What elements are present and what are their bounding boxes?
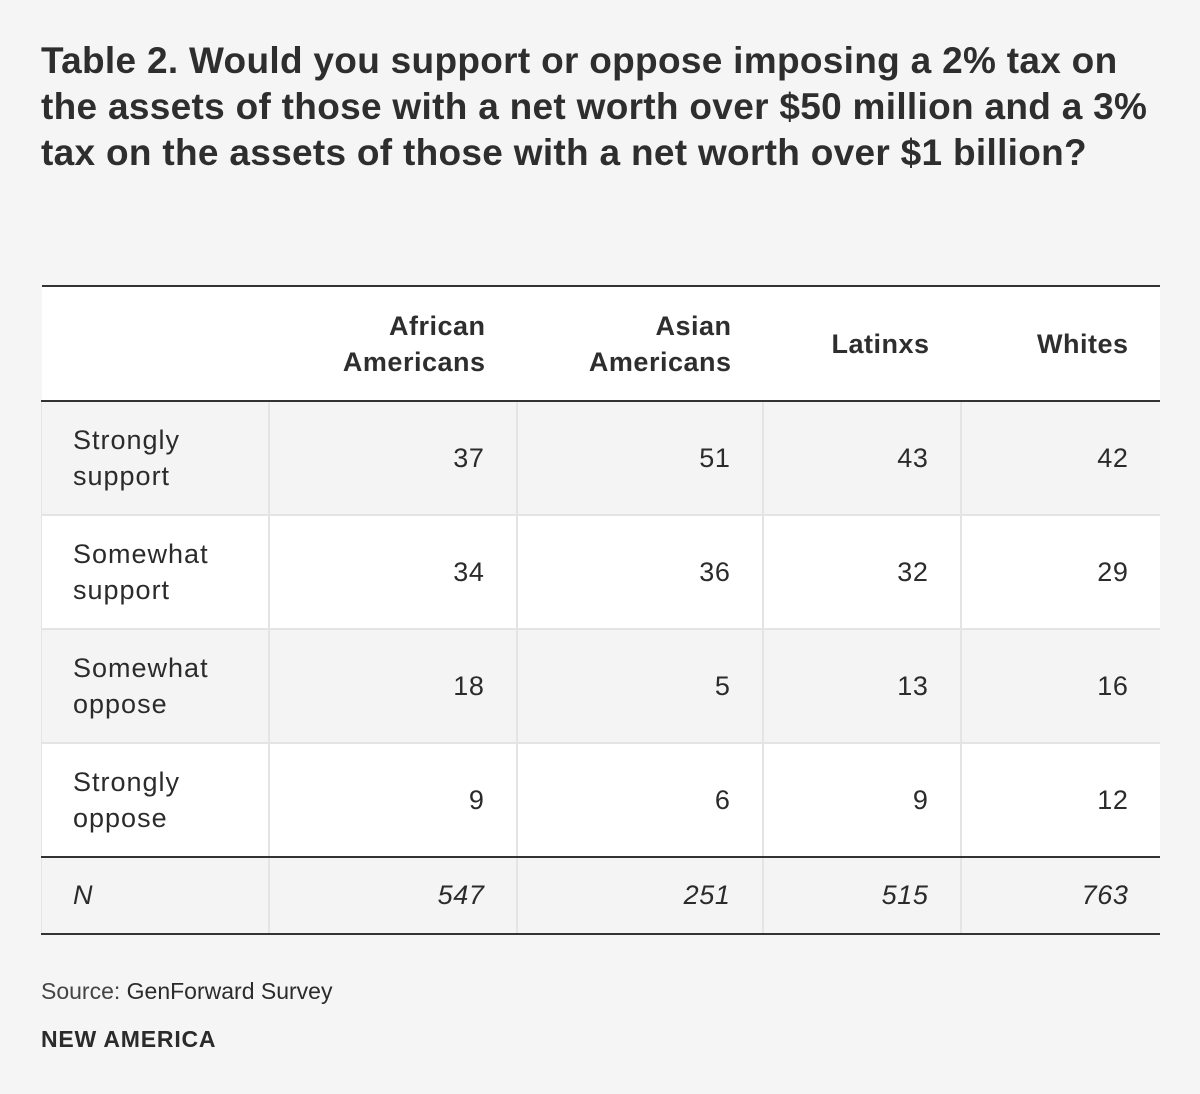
table-cell: 43	[761, 401, 961, 516]
table-cell: 34	[267, 515, 517, 630]
n-cell: 515	[761, 857, 961, 935]
n-cell: 763	[959, 857, 1160, 935]
table-cell: 9	[267, 743, 517, 858]
n-label: N	[41, 857, 269, 935]
table-cell: 36	[515, 515, 763, 630]
table-row: Strongly support 37 51 43 42	[41, 401, 1160, 516]
column-header: Asian Americans	[516, 285, 763, 402]
row-label: Somewhat support	[41, 515, 269, 630]
n-cell: 547	[267, 857, 517, 935]
brand-logo-text: NEW AMERICA	[41, 1026, 217, 1052]
column-header: Latinxs	[762, 285, 961, 402]
table-cell: 16	[959, 629, 1160, 744]
table-cell: 12	[959, 743, 1160, 858]
row-label: Somewhat oppose	[41, 629, 269, 744]
table-cell: 42	[959, 401, 1160, 516]
table-cell: 6	[515, 743, 763, 858]
table-row: Somewhat support 34 36 32 29	[41, 515, 1160, 630]
results-table: African Americans Asian Americans Latinx…	[41, 285, 1160, 935]
source-text: GenForward Survey	[126, 978, 333, 1004]
table-cell: 18	[267, 629, 517, 744]
source-note: Source: GenForward Survey	[41, 978, 332, 1005]
table-cell: 37	[267, 401, 517, 516]
table-cell: 5	[515, 629, 763, 744]
table-row: Strongly oppose 9 6 9 12	[41, 743, 1160, 858]
header-row: African Americans Asian Americans Latinx…	[41, 285, 1160, 402]
header-corner	[41, 285, 269, 402]
table-title: Table 2. Would you support or oppose imp…	[41, 40, 1148, 173]
row-label: Strongly oppose	[41, 743, 269, 858]
column-header: Whites	[960, 285, 1160, 402]
table-cell: 9	[761, 743, 961, 858]
row-label: Strongly support	[41, 401, 269, 516]
table-row: Somewhat oppose 18 5 13 16	[41, 629, 1160, 744]
table-cell: 51	[515, 401, 763, 516]
table-cell: 13	[761, 629, 961, 744]
n-cell: 251	[515, 857, 763, 935]
table-cell: 32	[761, 515, 961, 630]
source-label: Source:	[41, 978, 121, 1004]
column-header: African Americans	[268, 285, 517, 402]
n-row: N 547 251 515 763	[41, 857, 1160, 935]
table-cell: 29	[959, 515, 1160, 630]
